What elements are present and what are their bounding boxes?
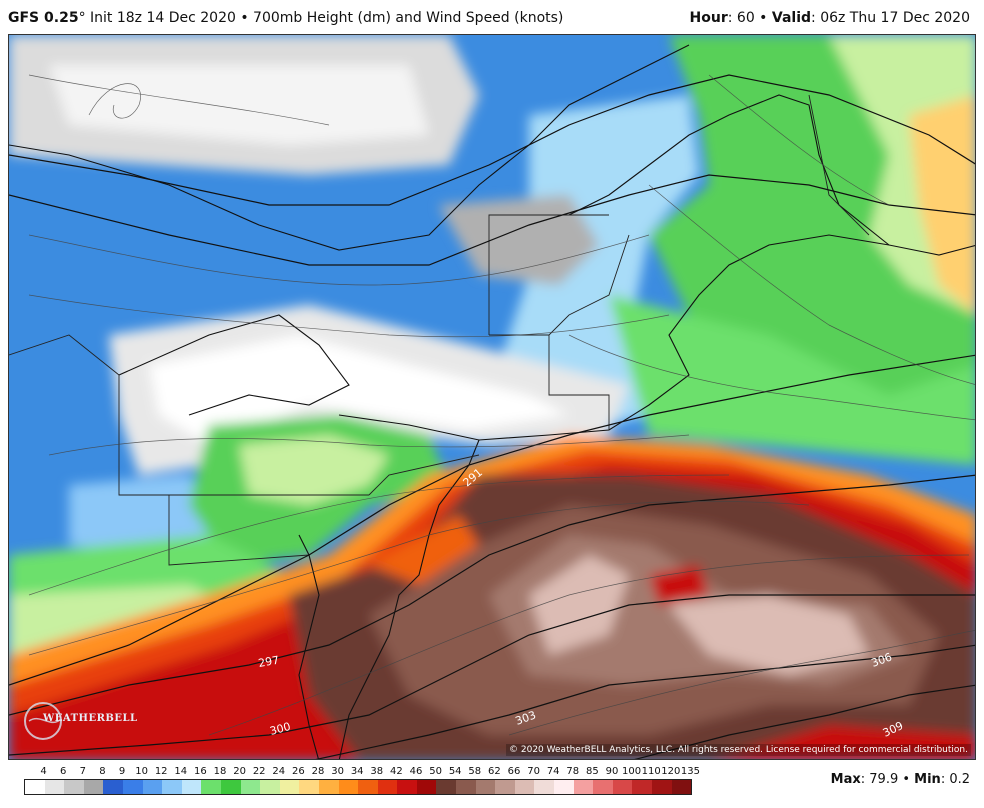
legend-label: 58: [468, 766, 482, 777]
logo-text: WEATHERBELL: [43, 713, 138, 724]
legend-swatch: [318, 780, 339, 794]
legend-color-bar: [24, 779, 693, 795]
legend-swatch: [358, 780, 378, 794]
legend-swatch: [632, 780, 652, 794]
legend-label: 9: [118, 766, 126, 777]
copyright-notice: © 2020 WeatherBELL Analytics, LLC. All r…: [506, 744, 971, 756]
height-label-297: 297: [257, 654, 280, 670]
legend-swatch: [103, 780, 123, 794]
height-contours: [9, 74, 975, 759]
weatherbell-logo: WEATHERBELL: [21, 699, 137, 743]
wind-speed-legend: 4 6 7 8 9 10 12 14 16 18 20 22 24 26 28 30 34 38 42 46 50 54 5…: [24, 766, 704, 796]
legend-swatch: [436, 780, 457, 794]
legend-label: 4: [40, 766, 47, 777]
legend-label: 6: [60, 766, 67, 777]
state-borders: [9, 94, 870, 566]
height-label-300: 300: [268, 720, 292, 738]
init-description: Init 18z 14 Dec 2020 • 700mb Height (dm)…: [85, 10, 564, 26]
legend-label: 12: [154, 766, 168, 777]
legend-label: 50: [429, 766, 442, 777]
wind-streamlines: [28, 74, 975, 736]
hour-value: : 60 •: [727, 10, 772, 26]
legend-label: 135: [680, 766, 700, 777]
legend-swatch: [416, 780, 437, 794]
legend-label: 14: [174, 766, 188, 777]
min-value: : 0.2: [940, 772, 970, 787]
degree-symbol: °: [78, 10, 86, 26]
valid-label: Valid: [771, 10, 812, 26]
legend-label: 26: [292, 766, 305, 777]
legend-label: 90: [605, 766, 619, 777]
legend-swatch: [652, 780, 672, 794]
legend-swatch: [142, 780, 163, 794]
map-canvas: 291 294 297 300 303 306 309: [9, 35, 975, 759]
legend-swatch: [573, 780, 594, 794]
max-min-stats: Max: 79.9 • Min: 0.2: [831, 772, 970, 787]
legend-swatch: [456, 780, 476, 794]
legend-label: 8: [99, 766, 106, 777]
legend-label: 7: [79, 766, 86, 777]
coastlines: [9, 44, 975, 759]
legend-swatch: [181, 780, 202, 794]
height-label-294: 294: [423, 397, 444, 410]
legend-label: 24: [272, 766, 286, 777]
header-valid-time: Hour: 60 • Valid: 06z Thu 17 Dec 2020: [690, 10, 970, 26]
legend-swatch: [162, 780, 182, 794]
legend-label: 78: [566, 766, 580, 777]
legend-label: 18: [213, 766, 227, 777]
legend-label: 10: [135, 766, 148, 777]
legend-swatch: [83, 780, 104, 794]
legend-swatch: [44, 780, 65, 794]
valid-value: : 06z Thu 17 Dec 2020: [811, 10, 970, 26]
legend-swatch: [299, 780, 319, 794]
legend-swatch: [593, 780, 613, 794]
max-value: : 79.9 •: [860, 772, 915, 787]
legend-label: 120: [661, 766, 681, 777]
legend-swatch: [671, 780, 692, 794]
legend-label: 28: [311, 766, 325, 777]
legend-label: 66: [507, 766, 521, 777]
legend-label: 46: [409, 766, 423, 777]
legend-label: 54: [448, 766, 462, 777]
legend-label: 16: [194, 766, 207, 777]
legend-swatch: [534, 780, 555, 794]
legend-label: 74: [546, 766, 560, 777]
min-label: Min: [914, 772, 941, 787]
legend-label: 85: [586, 766, 599, 777]
legend-swatch: [612, 780, 633, 794]
legend-label: 62: [488, 766, 501, 777]
legend-label: 34: [350, 766, 364, 777]
legend-label: 38: [370, 766, 384, 777]
legend-swatch: [260, 780, 280, 794]
legend-swatch: [377, 780, 398, 794]
max-label: Max: [830, 772, 861, 787]
legend-swatch: [475, 780, 496, 794]
legend-label: 22: [252, 766, 266, 777]
legend-swatch: [397, 780, 417, 794]
legend-swatch: [122, 780, 143, 794]
legend-swatch: [25, 780, 45, 794]
weather-map[interactable]: 291 294 297 300 303 306 309 WEATHERBELL …: [8, 34, 976, 760]
legend-label: 30: [331, 766, 344, 777]
legend-label: 42: [390, 766, 403, 777]
legend-swatch: [220, 780, 241, 794]
legend-swatch: [554, 780, 574, 794]
legend-swatch: [279, 780, 300, 794]
model-name: GFS 0.25: [8, 10, 79, 26]
logo-globe-icon: [24, 702, 62, 740]
legend-swatch: [495, 780, 515, 794]
legend-label: 20: [233, 766, 246, 777]
legend-swatch: [64, 780, 84, 794]
map-header: GFS 0.25° Init 18z 14 Dec 2020 • 700mb H…: [0, 0, 984, 34]
legend-swatch: [201, 780, 221, 794]
legend-swatch: [240, 780, 261, 794]
hour-label: Hour: [689, 10, 728, 26]
header-title: GFS 0.25° Init 18z 14 Dec 2020 • 700mb H…: [8, 10, 563, 26]
legend-swatch: [338, 780, 359, 794]
legend-label: 70: [527, 766, 540, 777]
legend-swatch: [514, 780, 535, 794]
legend-label: 110: [641, 766, 661, 777]
legend-label: 100: [622, 766, 642, 777]
legend-labels: 4 6 7 8 9 10 12 14 16 18 20 22 24 26 28 30 34 38 42 46 50 54 5…: [24, 766, 704, 778]
